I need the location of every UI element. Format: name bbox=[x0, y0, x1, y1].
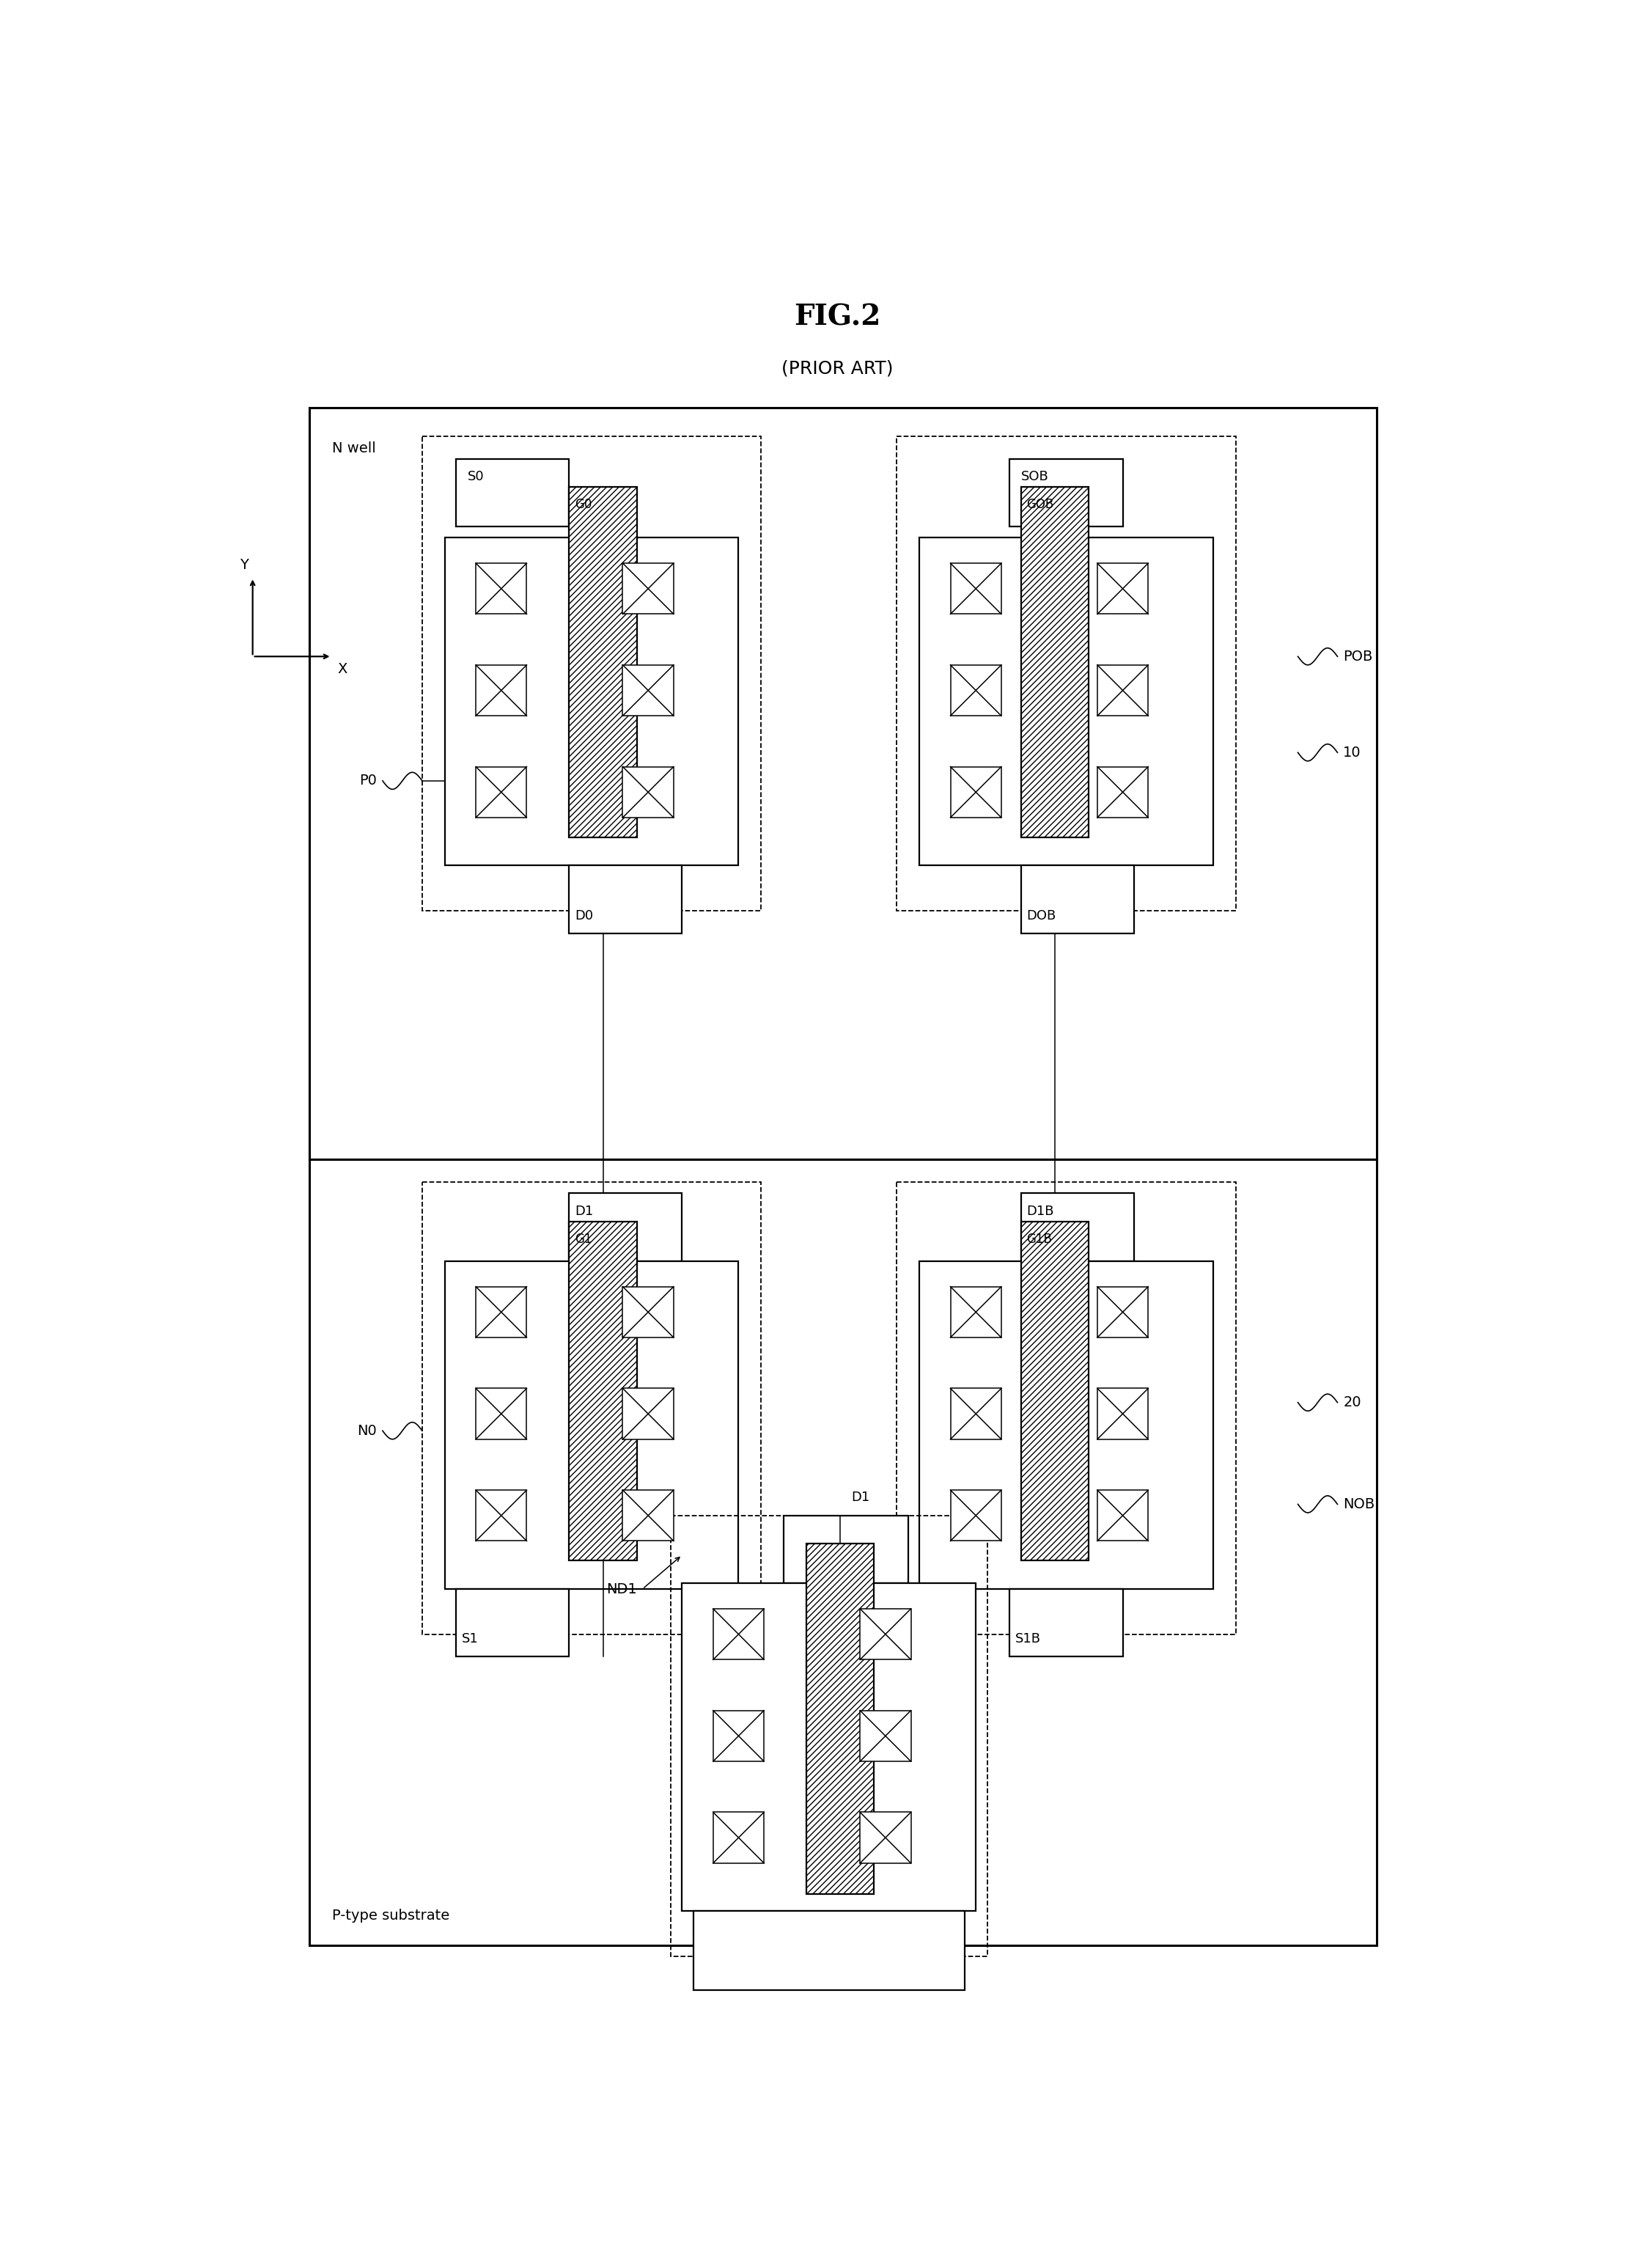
Text: N well: N well bbox=[332, 442, 376, 456]
Text: (PRIOR ART): (PRIOR ART) bbox=[781, 358, 894, 376]
Text: G0: G0 bbox=[575, 499, 592, 510]
Bar bbox=[1098, 767, 1149, 816]
Bar bbox=[1021, 1222, 1088, 1560]
Bar bbox=[859, 1710, 910, 1762]
Bar bbox=[806, 1545, 874, 1894]
Bar bbox=[1098, 562, 1149, 615]
Text: D1B: D1B bbox=[1026, 1204, 1054, 1218]
Bar bbox=[951, 1286, 1002, 1338]
Bar bbox=[1098, 665, 1149, 717]
Bar bbox=[1098, 1388, 1149, 1440]
Bar bbox=[897, 1182, 1235, 1635]
Bar bbox=[784, 1515, 909, 1583]
Bar bbox=[456, 458, 569, 526]
Bar bbox=[897, 435, 1235, 912]
Text: POB: POB bbox=[1343, 649, 1373, 665]
Bar bbox=[569, 1193, 681, 1261]
Bar bbox=[681, 1583, 975, 1912]
Text: X: X bbox=[337, 662, 346, 676]
Bar bbox=[951, 562, 1002, 615]
Bar bbox=[951, 767, 1002, 816]
Bar bbox=[920, 1261, 1212, 1590]
Bar bbox=[1010, 1590, 1123, 1658]
Bar bbox=[1021, 866, 1134, 934]
Text: N0: N0 bbox=[358, 1424, 377, 1438]
Bar bbox=[475, 1490, 526, 1540]
Bar bbox=[1098, 1286, 1149, 1338]
Text: ND1: ND1 bbox=[606, 1583, 637, 1597]
Bar bbox=[951, 1388, 1002, 1440]
Text: 20: 20 bbox=[1343, 1395, 1361, 1408]
Bar bbox=[444, 1261, 739, 1590]
Bar bbox=[670, 1515, 987, 1957]
Bar bbox=[444, 538, 739, 866]
Text: P-type substrate: P-type substrate bbox=[332, 1907, 449, 1923]
Bar bbox=[623, 562, 673, 615]
Bar bbox=[920, 538, 1212, 866]
Text: 10: 10 bbox=[1343, 746, 1361, 760]
Bar bbox=[623, 1286, 673, 1338]
Bar bbox=[712, 1710, 765, 1762]
Text: G1: G1 bbox=[575, 1234, 592, 1245]
Bar bbox=[623, 1490, 673, 1540]
Text: D0: D0 bbox=[575, 909, 593, 923]
Bar bbox=[712, 1608, 765, 1660]
Bar bbox=[623, 1388, 673, 1440]
Bar bbox=[1010, 458, 1123, 526]
Bar bbox=[693, 1912, 964, 1991]
Bar bbox=[456, 1590, 569, 1658]
Text: SOB: SOB bbox=[1021, 469, 1049, 483]
Bar bbox=[623, 767, 673, 816]
Bar bbox=[475, 665, 526, 717]
Bar bbox=[623, 665, 673, 717]
Bar bbox=[475, 1286, 526, 1338]
Bar bbox=[1021, 488, 1088, 837]
Text: D1: D1 bbox=[851, 1490, 869, 1504]
Bar bbox=[569, 488, 637, 837]
Bar bbox=[951, 665, 1002, 717]
Bar bbox=[422, 1182, 761, 1635]
Bar bbox=[569, 1222, 637, 1560]
Bar bbox=[951, 1490, 1002, 1540]
Bar bbox=[1098, 1490, 1149, 1540]
Text: S1B: S1B bbox=[1015, 1633, 1041, 1647]
Text: D1: D1 bbox=[575, 1204, 593, 1218]
Text: P0: P0 bbox=[359, 773, 377, 787]
Bar bbox=[1021, 1193, 1134, 1261]
Bar bbox=[475, 562, 526, 615]
Bar bbox=[309, 408, 1377, 1946]
Text: S0: S0 bbox=[467, 469, 484, 483]
Text: G1B: G1B bbox=[1026, 1234, 1052, 1245]
Bar bbox=[422, 435, 761, 912]
Text: GOB: GOB bbox=[1026, 499, 1054, 510]
Bar bbox=[859, 1608, 910, 1660]
Text: DOB: DOB bbox=[1026, 909, 1056, 923]
Text: NOB: NOB bbox=[1343, 1497, 1374, 1510]
Text: FIG.2: FIG.2 bbox=[794, 304, 881, 331]
Bar bbox=[712, 1812, 765, 1862]
Bar bbox=[859, 1812, 910, 1862]
Text: S1: S1 bbox=[462, 1633, 479, 1647]
Bar bbox=[475, 1388, 526, 1440]
Bar bbox=[569, 866, 681, 934]
Text: Y: Y bbox=[240, 558, 248, 572]
Bar bbox=[309, 408, 1377, 1159]
Bar bbox=[475, 767, 526, 816]
